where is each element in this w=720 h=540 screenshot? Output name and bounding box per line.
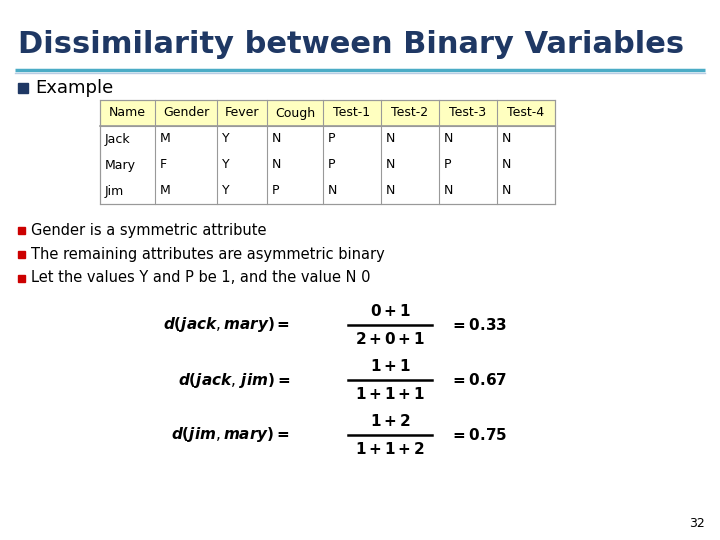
- Text: N: N: [502, 132, 511, 145]
- Text: Mary: Mary: [105, 159, 136, 172]
- Text: N: N: [444, 185, 454, 198]
- Text: $\mathbf{1+2}$: $\mathbf{1+2}$: [369, 413, 410, 429]
- Text: Test-4: Test-4: [508, 106, 544, 119]
- Text: Y: Y: [222, 159, 230, 172]
- Text: Test-2: Test-2: [392, 106, 428, 119]
- Text: $\mathbf{1+1}$: $\mathbf{1+1}$: [369, 358, 410, 374]
- Text: P: P: [272, 185, 279, 198]
- Text: Y: Y: [222, 132, 230, 145]
- Text: Test-3: Test-3: [449, 106, 487, 119]
- Text: 32: 32: [689, 517, 705, 530]
- Text: N: N: [444, 132, 454, 145]
- Text: P: P: [444, 159, 451, 172]
- Bar: [18, 274, 25, 281]
- Text: Let the values Y and P be 1, and the value N 0: Let the values Y and P be 1, and the val…: [31, 271, 371, 286]
- Text: Name: Name: [109, 106, 146, 119]
- Text: Jack: Jack: [105, 132, 130, 145]
- FancyBboxPatch shape: [100, 126, 555, 204]
- Bar: [18, 226, 25, 233]
- FancyBboxPatch shape: [100, 100, 555, 126]
- Text: Dissimilarity between Binary Variables: Dissimilarity between Binary Variables: [18, 30, 684, 59]
- Text: $\mathbf{2+0+1}$: $\mathbf{2+0+1}$: [355, 331, 425, 347]
- Text: F: F: [160, 159, 167, 172]
- Text: N: N: [272, 159, 282, 172]
- Text: P: P: [328, 132, 336, 145]
- Text: $\mathbf{1+1+1}$: $\mathbf{1+1+1}$: [355, 386, 425, 402]
- Text: N: N: [386, 132, 395, 145]
- Text: Example: Example: [35, 79, 113, 97]
- Text: $\mathbf{= 0.33}$: $\mathbf{= 0.33}$: [450, 317, 507, 333]
- Text: $\boldsymbol{d(jack,\,jim)=}$: $\boldsymbol{d(jack,\,jim)=}$: [178, 370, 290, 389]
- Text: $\mathbf{0+1}$: $\mathbf{0+1}$: [369, 303, 410, 319]
- Text: Y: Y: [222, 185, 230, 198]
- Text: $\mathbf{1+1+2}$: $\mathbf{1+1+2}$: [355, 441, 425, 457]
- Text: N: N: [272, 132, 282, 145]
- Text: $\boldsymbol{d(jim,mary)=}$: $\boldsymbol{d(jim,mary)=}$: [171, 426, 290, 444]
- Text: Jim: Jim: [105, 185, 125, 198]
- Bar: [18, 83, 28, 93]
- Text: N: N: [502, 159, 511, 172]
- Text: N: N: [328, 185, 338, 198]
- Text: Gender: Gender: [163, 106, 209, 119]
- Text: M: M: [160, 185, 171, 198]
- Text: N: N: [502, 185, 511, 198]
- Text: N: N: [386, 159, 395, 172]
- Text: $\mathbf{= 0.67}$: $\mathbf{= 0.67}$: [450, 372, 507, 388]
- Text: P: P: [328, 159, 336, 172]
- Text: Fever: Fever: [225, 106, 259, 119]
- Bar: [18, 251, 25, 258]
- Text: M: M: [160, 132, 171, 145]
- Text: N: N: [386, 185, 395, 198]
- Text: $\boldsymbol{d(jack,mary)=}$: $\boldsymbol{d(jack,mary)=}$: [163, 315, 290, 334]
- Text: Cough: Cough: [275, 106, 315, 119]
- Text: $\mathbf{= 0.75}$: $\mathbf{= 0.75}$: [450, 427, 507, 443]
- Text: Test-1: Test-1: [333, 106, 371, 119]
- Text: The remaining attributes are asymmetric binary: The remaining attributes are asymmetric …: [31, 246, 384, 261]
- Text: Gender is a symmetric attribute: Gender is a symmetric attribute: [31, 222, 266, 238]
